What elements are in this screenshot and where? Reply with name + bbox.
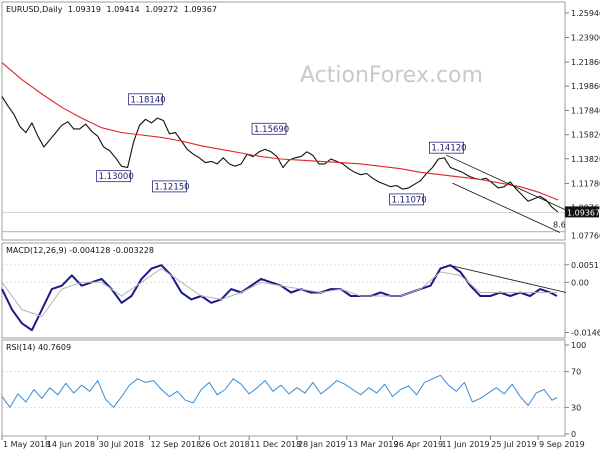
macd-y-tick-label: -0.014647 bbox=[571, 328, 600, 337]
x-tick-label: 14 Jun 2018 bbox=[47, 440, 95, 449]
callout-label: 1.12150 bbox=[154, 182, 189, 192]
callout-1-14120: 1.14120 bbox=[429, 141, 467, 154]
callout-label: 1.15690 bbox=[254, 125, 289, 135]
callout-1-12150: 1.12150 bbox=[152, 180, 190, 193]
macd-trendline bbox=[452, 265, 567, 293]
rsi-panel-frame bbox=[1, 339, 566, 437]
price-y-tick-label: 1.17840 bbox=[571, 106, 600, 115]
callout-1-13000: 1.13000 bbox=[96, 170, 134, 183]
ohlc-close: 1.09367 bbox=[184, 5, 217, 14]
callout-label: 1.18140 bbox=[130, 95, 165, 105]
callout-box bbox=[128, 93, 163, 106]
callout-1-15690: 1.15690 bbox=[251, 122, 289, 135]
rsi-y-tick-label: 0 bbox=[571, 430, 576, 439]
macd-line bbox=[1, 264, 558, 332]
price-close-line bbox=[1, 96, 559, 213]
last-price-value: 1.09367 bbox=[567, 208, 600, 217]
macd-signal-line bbox=[1, 268, 557, 317]
callout-label: 1.13000 bbox=[99, 172, 134, 182]
rsi-line bbox=[1, 374, 558, 408]
callout-box bbox=[389, 193, 424, 206]
x-tick-label: 26 Oct 2018 bbox=[200, 440, 249, 449]
callout-box bbox=[152, 180, 187, 193]
channel-line-1 bbox=[446, 154, 566, 210]
callout-box bbox=[96, 170, 132, 183]
price-panel-frame bbox=[1, 1, 566, 241]
macd-panel-frame bbox=[1, 242, 566, 339]
rsi-y-tick-label: 100 bbox=[571, 341, 586, 350]
x-tick-label: 12 Sep 2018 bbox=[150, 440, 201, 449]
x-tick-label: 11 Jun 2019 bbox=[441, 440, 489, 449]
rsi-y-tick-label: 70 bbox=[571, 368, 581, 377]
last-price-box bbox=[565, 206, 599, 218]
moving-average-line bbox=[1, 62, 559, 201]
x-tick-label: 26 Apr 2019 bbox=[394, 440, 443, 449]
ohlc-low: 1.09272 bbox=[145, 5, 178, 14]
callout-box bbox=[429, 141, 464, 154]
price-y-tick-label: 1.11780 bbox=[571, 179, 600, 188]
macd-panel-title: MACD(12,26,9) -0.004128 -0.003228 bbox=[6, 246, 154, 255]
macd-y-tick-label: 0.005114 bbox=[571, 261, 600, 270]
watermark: ActionForex.com bbox=[300, 63, 483, 88]
x-tick-label: 1 May 2018 bbox=[3, 440, 50, 449]
callout-label: 1.11070 bbox=[392, 195, 427, 205]
fib-level-label: 8.6 bbox=[553, 221, 566, 230]
rsi-y-tick-label: 30 bbox=[571, 403, 581, 412]
price-y-tick-label: 1.15820 bbox=[571, 131, 600, 140]
price-y-tick-label: 1.25940 bbox=[571, 9, 600, 18]
x-tick-label: 25 Jul 2019 bbox=[491, 440, 536, 449]
rsi-panel-title: RSI(14) 40.7609 bbox=[6, 343, 71, 352]
price-panel-title: EURUSD,Daily 1.09319 1.09414 1.09272 1.0… bbox=[6, 5, 217, 14]
price-y-tick-label: 1.19860 bbox=[571, 82, 600, 91]
support-level-label: 1.07760 bbox=[571, 232, 600, 241]
callout-box bbox=[251, 122, 287, 135]
x-tick-label: 11 Dec 2018 bbox=[250, 440, 301, 449]
callout-1-18140: 1.18140 bbox=[128, 93, 166, 106]
ohlc-open: 1.09319 bbox=[68, 5, 101, 14]
channel-line-2 bbox=[452, 182, 561, 233]
last-price-badge: 1.09367 bbox=[565, 206, 600, 218]
price-y-tick-label: 1.13820 bbox=[571, 155, 600, 164]
ohlc-high: 1.09414 bbox=[107, 5, 140, 14]
price-y-tick-label: 1.21860 bbox=[571, 58, 600, 67]
x-tick-label: 30 Jul 2018 bbox=[99, 440, 144, 449]
x-tick-label: 9 Sep 2019 bbox=[539, 440, 585, 449]
price-y-tick-label: 1.23900 bbox=[571, 33, 600, 42]
x-tick-label: 13 Mar 2019 bbox=[348, 440, 399, 449]
x-tick-label: 28 Jan 2019 bbox=[298, 440, 346, 449]
callout-1-11070: 1.11070 bbox=[389, 193, 427, 206]
callout-label: 1.14120 bbox=[431, 144, 466, 154]
macd-y-tick-label: 0.00 bbox=[571, 278, 589, 287]
